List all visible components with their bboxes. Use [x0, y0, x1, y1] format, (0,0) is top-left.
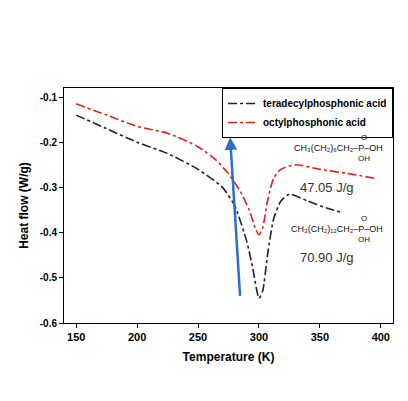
- svg-text:CH₃(CH₂)₆CH₂–P–OH: CH₃(CH₂)₆CH₂–P–OH: [294, 143, 383, 153]
- svg-text:-0.2: -0.2: [40, 137, 58, 148]
- svg-text:400: 400: [372, 331, 390, 343]
- svg-text:OH: OH: [358, 154, 370, 163]
- svg-text:-0.6: -0.6: [40, 318, 58, 329]
- svg-text:teradecylphosphonic acid: teradecylphosphonic acid: [263, 98, 386, 109]
- svg-text:-0.4: -0.4: [40, 227, 58, 238]
- svg-text:200: 200: [128, 331, 146, 343]
- svg-text:Heat flow (W/g): Heat flow (W/g): [17, 162, 31, 249]
- svg-text:-0.5: -0.5: [40, 272, 58, 283]
- svg-text:-0.3: -0.3: [40, 182, 58, 193]
- svg-text:CH₃(CH₂)₁₂CH₂–P–OH: CH₃(CH₂)₁₂CH₂–P–OH: [291, 224, 383, 234]
- svg-text:300: 300: [250, 331, 268, 343]
- svg-text:OH: OH: [358, 235, 370, 244]
- svg-text:O: O: [361, 214, 367, 223]
- svg-text:150: 150: [67, 331, 85, 343]
- svg-text:350: 350: [311, 331, 329, 343]
- svg-text:octylphosphonic acid: octylphosphonic acid: [263, 117, 366, 128]
- svg-text:-0.1: -0.1: [40, 92, 58, 103]
- svg-text:Temperature (K): Temperature (K): [183, 350, 275, 364]
- svg-text:47.05 J/g: 47.05 J/g: [300, 180, 354, 195]
- svg-text:70.90 J/g: 70.90 J/g: [300, 250, 354, 265]
- svg-text:250: 250: [189, 331, 207, 343]
- svg-text:O: O: [361, 133, 367, 142]
